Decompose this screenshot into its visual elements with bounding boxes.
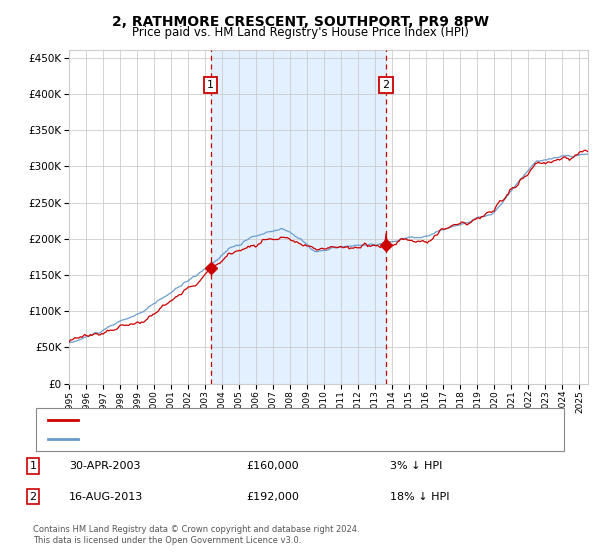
Text: 1: 1 <box>29 461 37 471</box>
Bar <box>211 50 386 384</box>
Text: 2: 2 <box>29 492 37 502</box>
Text: £160,000: £160,000 <box>246 461 299 471</box>
Text: Price paid vs. HM Land Registry's House Price Index (HPI): Price paid vs. HM Land Registry's House … <box>131 26 469 39</box>
Text: HPI: Average price, detached house, Sefton: HPI: Average price, detached house, Seft… <box>87 434 314 444</box>
Text: 18% ↓ HPI: 18% ↓ HPI <box>390 492 449 502</box>
Text: 30-APR-2003: 30-APR-2003 <box>69 461 140 471</box>
Text: 2, RATHMORE CRESCENT, SOUTHPORT, PR9 8PW (detached house): 2, RATHMORE CRESCENT, SOUTHPORT, PR9 8PW… <box>87 415 435 425</box>
Text: 16-AUG-2013: 16-AUG-2013 <box>69 492 143 502</box>
Text: 2, RATHMORE CRESCENT, SOUTHPORT, PR9 8PW: 2, RATHMORE CRESCENT, SOUTHPORT, PR9 8PW <box>112 15 488 29</box>
Text: 2: 2 <box>382 81 389 90</box>
Text: £192,000: £192,000 <box>246 492 299 502</box>
Text: 3% ↓ HPI: 3% ↓ HPI <box>390 461 442 471</box>
Text: 1: 1 <box>207 81 214 90</box>
Text: Contains HM Land Registry data © Crown copyright and database right 2024.
This d: Contains HM Land Registry data © Crown c… <box>33 525 359 545</box>
